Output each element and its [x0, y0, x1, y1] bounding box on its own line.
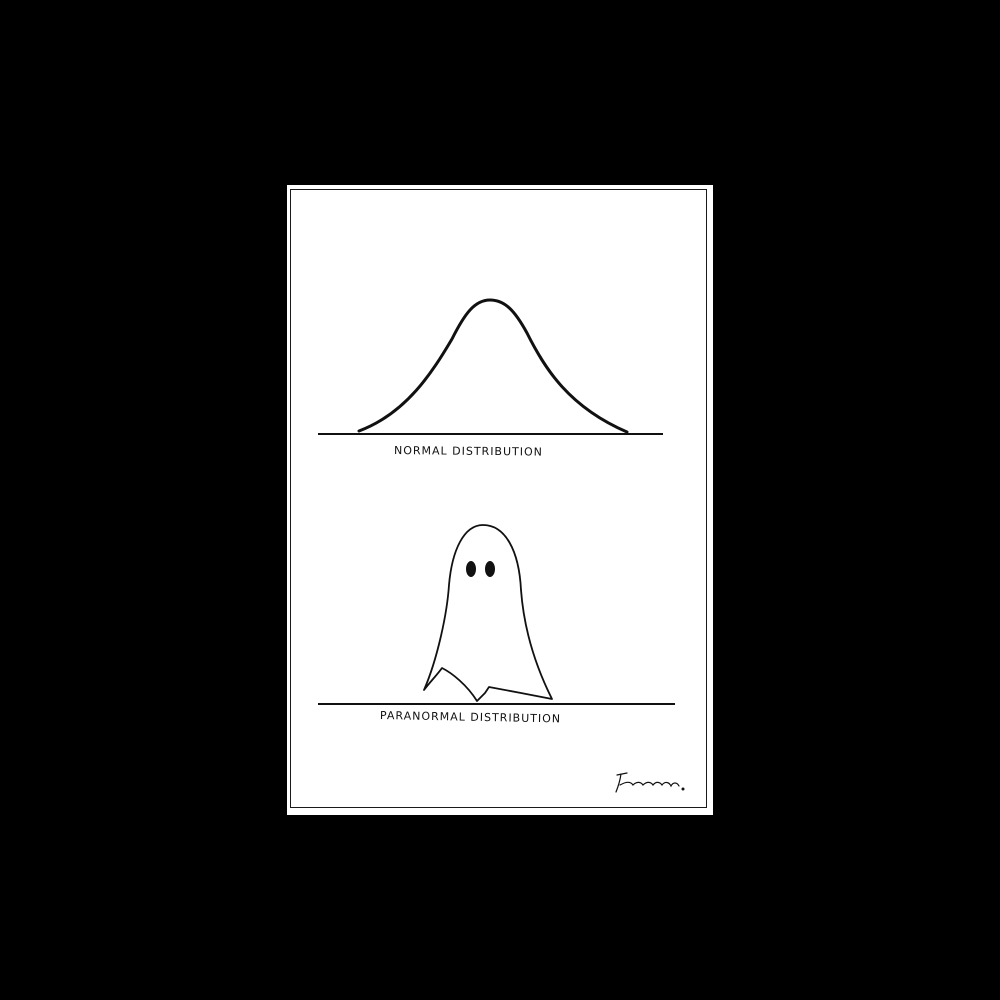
- cartoon-drawing: [318, 298, 685, 793]
- ghost-left-eye: [466, 561, 476, 577]
- signature: [615, 772, 685, 793]
- normal-distribution-caption: NORMAL DISTRIBUTION: [393, 444, 543, 459]
- cartoon-card: NORMAL DISTRIBUTION PARANORMAL DISTRIBUT…: [287, 185, 713, 815]
- bell-curve: [357, 298, 629, 434]
- ghost: [423, 524, 553, 702]
- ghost-right-eye: [485, 561, 495, 577]
- card-border: [290, 189, 707, 808]
